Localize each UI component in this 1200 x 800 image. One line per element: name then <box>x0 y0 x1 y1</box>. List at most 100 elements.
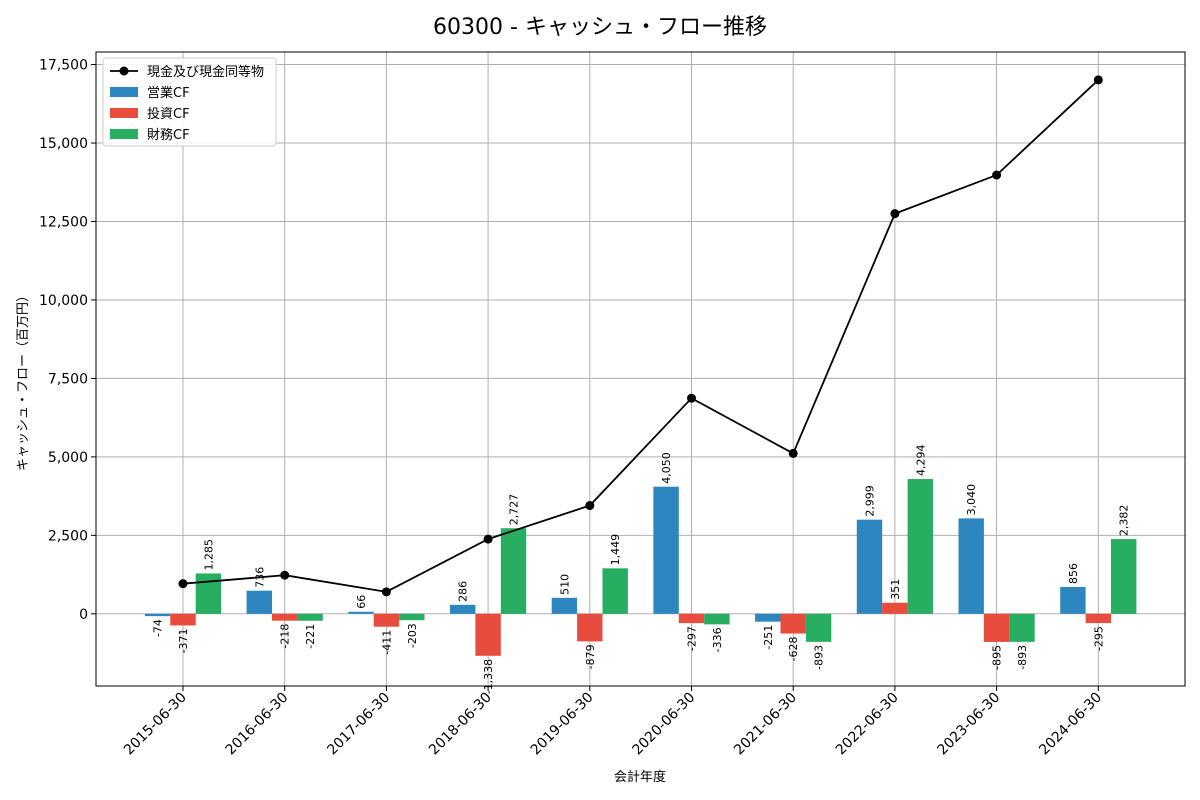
data-label: -336 <box>711 627 724 652</box>
data-label: -895 <box>991 645 1004 670</box>
legend-entry: 現金及び現金同等物 <box>147 64 264 80</box>
x-tick-label: 2020-06-30 <box>629 690 698 759</box>
cash-point-2017-06-30 <box>381 587 391 597</box>
data-label: 4,294 <box>914 445 927 477</box>
bar-財務CF-2023-06-30 <box>1009 613 1035 642</box>
data-label: -74 <box>152 619 165 637</box>
x-tick-label: 2015-06-30 <box>121 690 190 759</box>
bar-財務CF-2020-06-30 <box>704 613 730 625</box>
cash-line <box>182 79 1099 593</box>
bar-投資CF-2015-06-30 <box>170 613 196 626</box>
legend-swatch <box>110 87 138 97</box>
data-label: -411 <box>380 630 393 655</box>
y-tick-label: 10,000 <box>39 293 88 309</box>
data-labels: -74 736 66 286 510 4,050 -251 2,999 3,040 856 -371… <box>152 445 1131 695</box>
data-label: -218 <box>279 624 292 649</box>
bar-財務CF-2018-06-30 <box>500 528 527 614</box>
y-tick-label: 15,000 <box>39 136 88 152</box>
data-label: -893 <box>813 645 826 670</box>
cash-point-2020-06-30 <box>687 393 696 403</box>
x-tick-label: 2021-06-30 <box>731 690 800 759</box>
data-label: 510 <box>558 574 571 595</box>
data-label: 2,727 <box>508 494 521 526</box>
data-label: 1,449 <box>609 534 622 566</box>
legend-entry: 財務CF <box>147 128 190 143</box>
data-label: -203 <box>406 623 419 648</box>
data-label: -879 <box>584 644 597 669</box>
bar-投資CF-2024-06-30 <box>1085 613 1111 624</box>
data-label: 351 <box>889 579 902 600</box>
bar-投資CF-2018-06-30 <box>475 613 501 656</box>
chart-title: 60300 - キャッシュ・フロー推移 <box>433 15 767 40</box>
data-label: 856 <box>1067 563 1080 584</box>
bar-営業CF-2018-06-30 <box>450 604 476 614</box>
cash-point-2021-06-30 <box>788 448 798 458</box>
cash-point-2015-06-30 <box>178 579 188 589</box>
data-label: -628 <box>787 637 800 662</box>
y-axis-label: キャッシュ・フロー（百万円） <box>16 289 31 471</box>
bar-投資CF-2020-06-30 <box>678 613 705 624</box>
x-tick-label: 2016-06-30 <box>223 690 292 759</box>
bar-投資CF-2023-06-30 <box>983 613 1010 642</box>
data-label: 4,050 <box>660 452 673 484</box>
cash-point-2016-06-30 <box>280 570 290 580</box>
y-tick-label: 12,500 <box>39 214 88 230</box>
cash-point-2019-06-30 <box>585 501 595 511</box>
y-axis: 0 2,500 5,000 7,500 10,000 12,500 15,000 17,500 <box>39 58 96 623</box>
x-tick-label: 2019-06-30 <box>528 690 597 759</box>
cash-point-2024-06-30 <box>1093 75 1103 85</box>
data-label: 736 <box>253 567 266 588</box>
cash-point-2018-06-30 <box>483 534 493 544</box>
bar-営業CF-2020-06-30 <box>653 486 679 614</box>
bar-営業CF-2017-06-30 <box>348 611 374 614</box>
bar-営業CF-2023-06-30 <box>958 518 984 614</box>
bar-series <box>144 479 1137 656</box>
y-tick-label: 2,500 <box>48 528 88 544</box>
bar-財務CF-2024-06-30 <box>1111 539 1137 614</box>
data-label: -295 <box>1092 626 1105 651</box>
bar-投資CF-2016-06-30 <box>272 613 298 621</box>
bar-営業CF-2019-06-30 <box>551 597 578 614</box>
y-tick-label: 0 <box>79 607 88 623</box>
bar-財務CF-2017-06-30 <box>399 613 425 621</box>
cash-point-2023-06-30 <box>992 170 1002 180</box>
data-label: -221 <box>304 624 317 649</box>
bar-財務CF-2019-06-30 <box>602 568 628 614</box>
legend-swatch <box>110 129 138 139</box>
bar-投資CF-2022-06-30 <box>882 602 908 614</box>
bar-営業CF-2024-06-30 <box>1060 586 1086 614</box>
data-label: 66 <box>355 595 368 609</box>
bar-財務CF-2016-06-30 <box>297 613 323 621</box>
data-label: -1,338 <box>482 659 495 694</box>
data-label: -371 <box>177 628 190 653</box>
bar-営業CF-2016-06-30 <box>246 590 272 614</box>
data-label: 286 <box>457 581 470 602</box>
plot-frame <box>95 51 1186 687</box>
bar-営業CF-2021-06-30 <box>755 613 781 622</box>
x-tick-label: 2023-06-30 <box>935 690 1004 759</box>
line-series <box>178 75 1103 597</box>
bar-財務CF-2022-06-30 <box>907 479 933 614</box>
legend-entry: 投資CF <box>147 106 190 122</box>
x-axis-label: 会計年度 <box>614 769 666 785</box>
data-label: 1,285 <box>202 539 215 571</box>
x-axis: 2015-06-30 2016-06-30 2017-06-30 2018-06-30… <box>121 686 1105 758</box>
bar-営業CF-2022-06-30 <box>856 519 883 614</box>
data-label: 3,040 <box>965 484 978 516</box>
cash-point-2022-06-30 <box>890 209 900 219</box>
bar-財務CF-2015-06-30 <box>195 573 222 614</box>
grid-lines <box>96 52 1185 686</box>
legend-marker <box>119 66 129 76</box>
bar-投資CF-2019-06-30 <box>577 613 603 642</box>
data-label: -251 <box>762 625 775 650</box>
data-label: 2,999 <box>864 485 877 517</box>
bar-財務CF-2021-06-30 <box>805 613 832 642</box>
data-label: 2,382 <box>1118 505 1131 537</box>
bar-投資CF-2017-06-30 <box>373 613 400 627</box>
data-label: -893 <box>1016 645 1029 670</box>
bar-投資CF-2021-06-30 <box>780 613 806 634</box>
x-tick-label: 2024-06-30 <box>1036 690 1105 759</box>
x-tick-label: 2018-06-30 <box>426 690 495 759</box>
